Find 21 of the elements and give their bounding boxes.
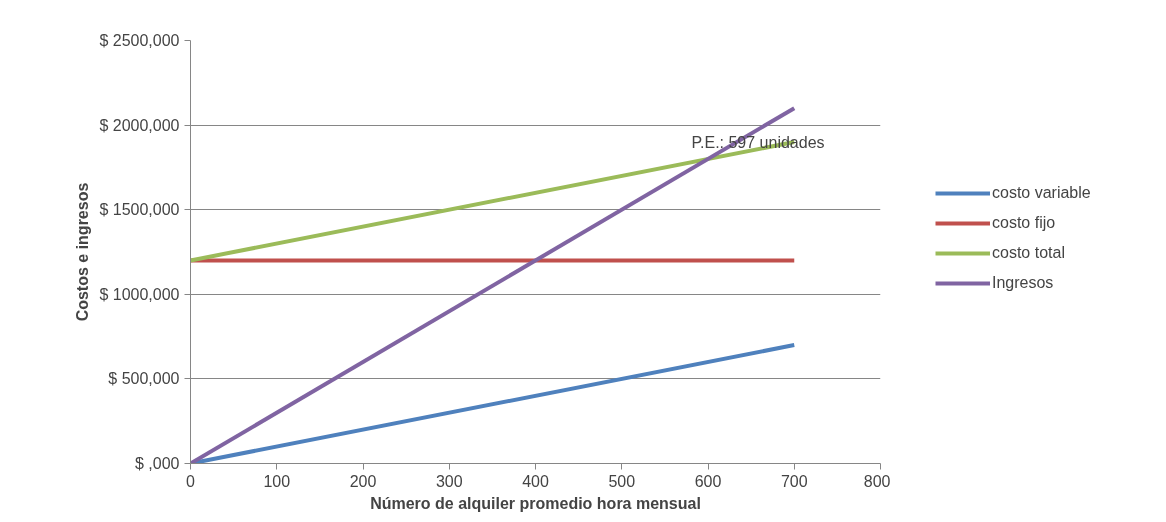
y-tick-label: $ ,000 bbox=[135, 455, 180, 472]
x-tick-label: 300 bbox=[435, 472, 463, 490]
x-tick-label: 700 bbox=[780, 472, 808, 490]
legend-label: costo variable bbox=[992, 184, 1091, 202]
x-tick-label: 200 bbox=[349, 472, 377, 490]
x-tick-label: 0 bbox=[186, 472, 196, 490]
x-tick-label: 800 bbox=[863, 472, 891, 490]
y-tick-label: $ 1500,000 bbox=[99, 201, 180, 219]
y-tick-label: $ 2500,000 bbox=[99, 32, 180, 49]
y-tick-label: $ 1000,000 bbox=[99, 285, 180, 303]
legend-label: Ingresos bbox=[992, 274, 1054, 292]
x-tick-label: 600 bbox=[694, 472, 722, 490]
legend-label: costo fijo bbox=[992, 214, 1056, 232]
x-tick-label: 400 bbox=[522, 472, 549, 490]
legend-label: costo total bbox=[992, 244, 1065, 262]
x-tick-label: 100 bbox=[263, 472, 291, 490]
y-tick-label: $ 2000,000 bbox=[99, 116, 180, 134]
y-tick-label: $ 500,000 bbox=[108, 370, 180, 388]
y-axis-title: Costos e ingresos bbox=[74, 182, 92, 322]
x-tick-label: 500 bbox=[608, 472, 636, 490]
x-axis-title: Número de alquiler promedio hora mensual bbox=[370, 494, 701, 512]
